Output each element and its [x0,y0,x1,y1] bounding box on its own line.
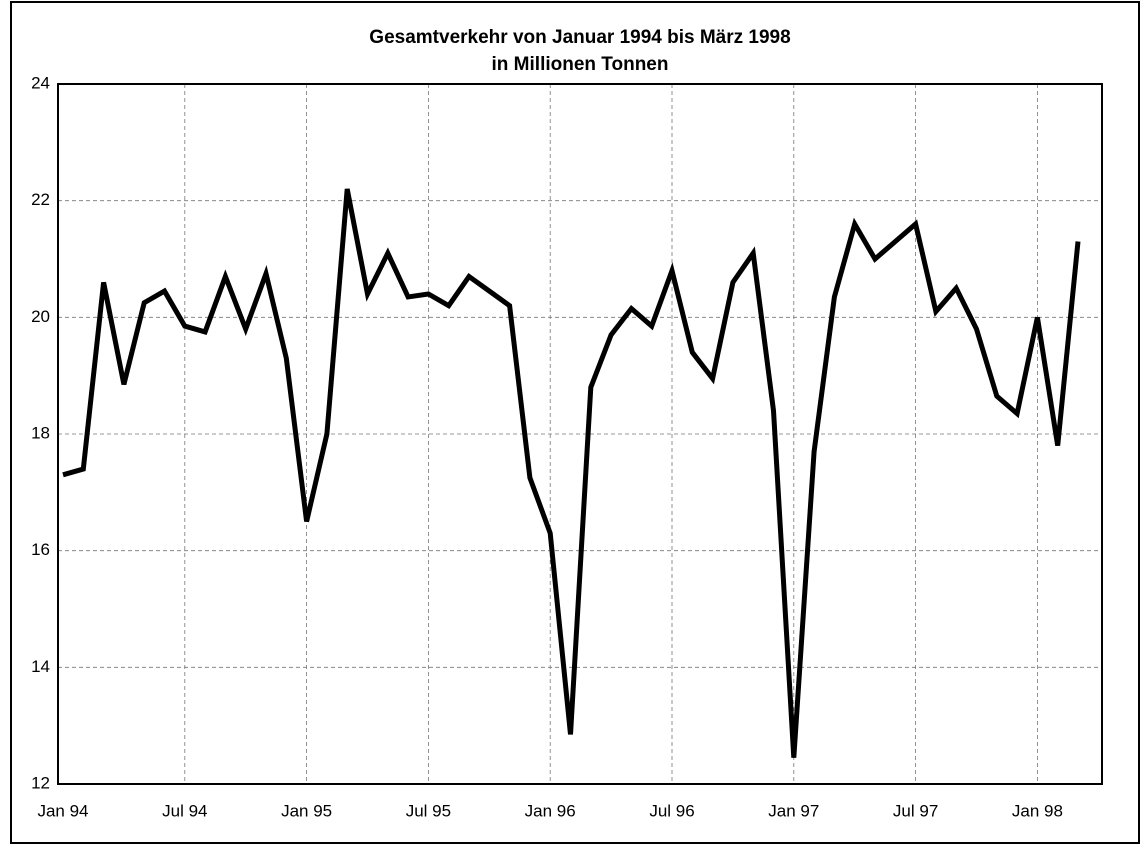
chart-subtitle: in Millionen Tonnen [492,54,669,75]
x-tick-label: Jul 94 [162,801,207,820]
x-tick-label: Jan 98 [1012,801,1063,820]
data-line [62,188,1081,758]
x-tick-label: Jul 96 [649,801,694,820]
y-tick-label: 24 [31,73,50,92]
y-tick-label: 22 [31,190,50,209]
chart-title: Gesamtverkehr von Januar 1994 bis März 1… [369,27,790,48]
x-tick-label: Jan 96 [525,801,576,820]
x-tick-label: Jul 95 [406,801,451,820]
x-tick-label: Jan 97 [768,801,819,820]
plot-area [57,83,1103,785]
y-tick-label: 18 [31,423,50,442]
y-tick-label: 14 [31,657,50,676]
x-tick-label: Jul 97 [893,801,938,820]
y-tick-label: 16 [31,540,50,559]
y-tick-label: 20 [31,307,50,326]
x-tick-label: Jan 94 [37,801,88,820]
y-tick-label: 12 [31,773,50,792]
frame [10,1,1140,844]
x-tick-label: Jan 95 [281,801,332,820]
